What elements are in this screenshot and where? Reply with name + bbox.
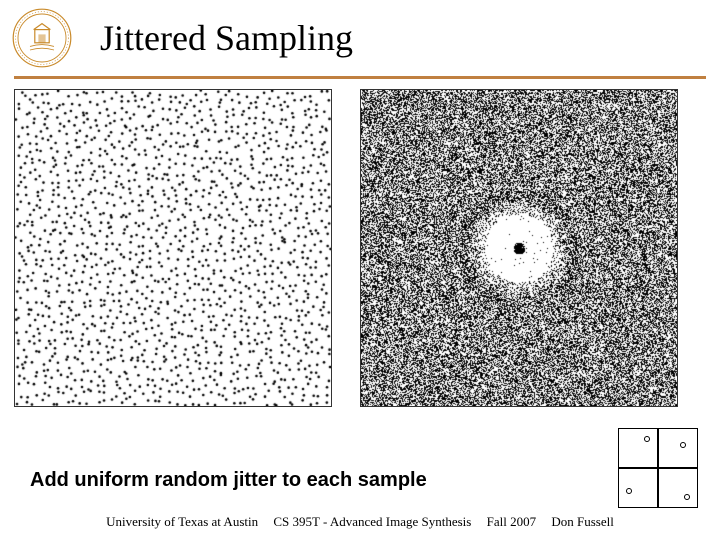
spectrum-canvas [361,90,677,406]
figure-row [14,89,706,407]
title-rule [14,76,706,79]
grid-cell [658,468,698,508]
figure-power-spectrum [360,89,678,407]
grid-cell [618,468,658,508]
jitter-sample-dot [680,442,686,448]
grid-cell [618,428,658,468]
jitter-scatter-canvas [15,90,331,406]
figure-jittered-points [14,89,332,407]
slide-caption: Add uniform random jitter to each sample [30,469,427,492]
footer-course: CS 395T - Advanced Image Synthesis [273,514,471,529]
slide-footer: University of Texas at Austin CS 395T - … [0,514,720,530]
footer-university: University of Texas at Austin [106,514,258,529]
jitter-sample-dot [684,494,690,500]
footer-author: Don Fussell [551,514,613,529]
jitter-sample-dot [626,488,632,494]
slide-header: Jittered Sampling [0,0,720,68]
jitter-sample-dot [644,436,650,442]
footer-term: Fall 2007 [487,514,536,529]
grid-cell [658,428,698,468]
jitter-grid-diagram [618,428,698,508]
slide-title: Jittered Sampling [100,17,353,59]
university-seal-icon [12,8,72,68]
